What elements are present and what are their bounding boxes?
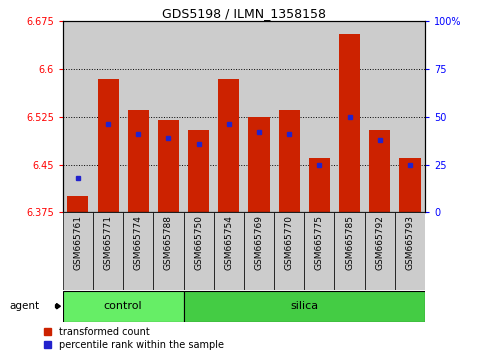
- Bar: [154, 21, 184, 212]
- Text: GSM665792: GSM665792: [375, 215, 384, 270]
- Text: silica: silica: [290, 301, 318, 311]
- Bar: [365, 21, 395, 212]
- Text: GSM665754: GSM665754: [224, 215, 233, 270]
- Text: GSM665774: GSM665774: [134, 215, 143, 270]
- Bar: [158, 120, 179, 212]
- Text: GSM665788: GSM665788: [164, 215, 173, 270]
- Bar: [395, 212, 425, 290]
- Text: GSM665771: GSM665771: [103, 215, 113, 270]
- Legend: transformed count, percentile rank within the sample: transformed count, percentile rank withi…: [43, 327, 224, 350]
- Bar: [248, 117, 270, 212]
- Bar: [218, 79, 240, 212]
- Bar: [369, 130, 390, 212]
- Bar: [184, 21, 213, 212]
- Bar: [123, 21, 154, 212]
- Text: GSM665761: GSM665761: [73, 215, 83, 270]
- Bar: [304, 21, 334, 212]
- Bar: [279, 110, 300, 212]
- Text: control: control: [104, 301, 142, 311]
- Bar: [128, 110, 149, 212]
- Bar: [184, 212, 213, 290]
- Bar: [339, 34, 360, 212]
- Text: GSM665770: GSM665770: [284, 215, 294, 270]
- Bar: [395, 21, 425, 212]
- Bar: [93, 21, 123, 212]
- Text: GSM665793: GSM665793: [405, 215, 414, 270]
- Text: GSM665769: GSM665769: [255, 215, 264, 270]
- Bar: [98, 79, 119, 212]
- Bar: [93, 212, 123, 290]
- Bar: [213, 21, 244, 212]
- Bar: [188, 130, 209, 212]
- Bar: [274, 212, 304, 290]
- Bar: [274, 21, 304, 212]
- Text: GSM665785: GSM665785: [345, 215, 354, 270]
- Bar: [123, 212, 154, 290]
- Bar: [154, 212, 184, 290]
- Bar: [334, 212, 365, 290]
- Bar: [244, 212, 274, 290]
- Bar: [63, 21, 93, 212]
- Text: GSM665750: GSM665750: [194, 215, 203, 270]
- Bar: [365, 212, 395, 290]
- Bar: [67, 196, 88, 212]
- Bar: [334, 21, 365, 212]
- Bar: [184, 291, 425, 321]
- Bar: [309, 158, 330, 212]
- Bar: [304, 212, 334, 290]
- Bar: [213, 212, 244, 290]
- Bar: [63, 212, 93, 290]
- Title: GDS5198 / ILMN_1358158: GDS5198 / ILMN_1358158: [162, 7, 326, 20]
- Bar: [399, 158, 421, 212]
- Text: GSM665775: GSM665775: [315, 215, 324, 270]
- Bar: [63, 291, 184, 321]
- Text: agent: agent: [10, 301, 40, 311]
- Bar: [244, 21, 274, 212]
